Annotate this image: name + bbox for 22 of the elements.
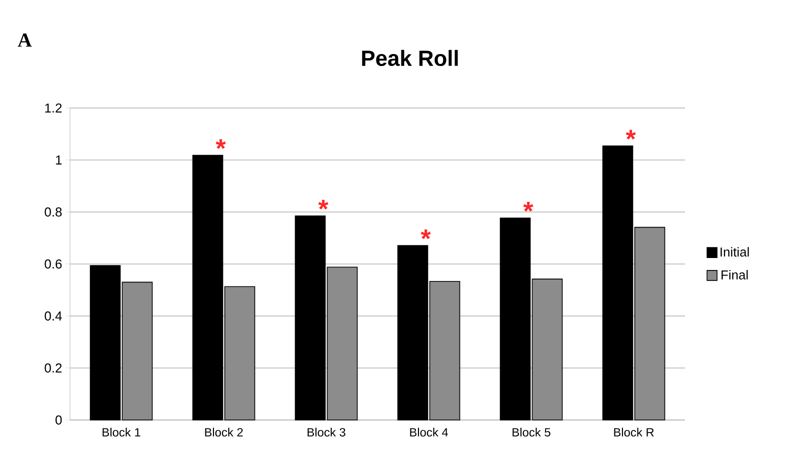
annotation: *: [216, 139, 226, 149]
chart-title: Peak Roll: [362, 50, 458, 66]
legend-label: Initial: [720, 247, 749, 257]
x-tick-label: Block 1: [102, 428, 140, 437]
text: A: [18, 34, 32, 47]
y-tick-label: 0: [56, 415, 62, 425]
annotation: *: [523, 202, 534, 212]
x-tick-label: Block 3: [308, 428, 346, 437]
y-tick-label: 0.6: [44, 259, 62, 269]
annotation: *: [318, 200, 328, 210]
annotation: *: [420, 229, 431, 240]
x-tick-label: Block 5: [512, 428, 550, 437]
x-tick-label: Block R: [614, 428, 654, 437]
y-tick-label: 1.2: [45, 103, 62, 113]
y-tick-label: 0.2: [44, 363, 62, 373]
x-tick-label: Block 4: [410, 428, 448, 437]
y-tick-label: 0.8: [44, 207, 62, 217]
y-tick-label: 1: [56, 156, 62, 164]
y-tick-label: 0.4: [44, 311, 62, 321]
legend-label: Final: [722, 270, 748, 280]
annotation: *: [626, 130, 636, 140]
x-tick-label: Block 2: [205, 428, 243, 437]
